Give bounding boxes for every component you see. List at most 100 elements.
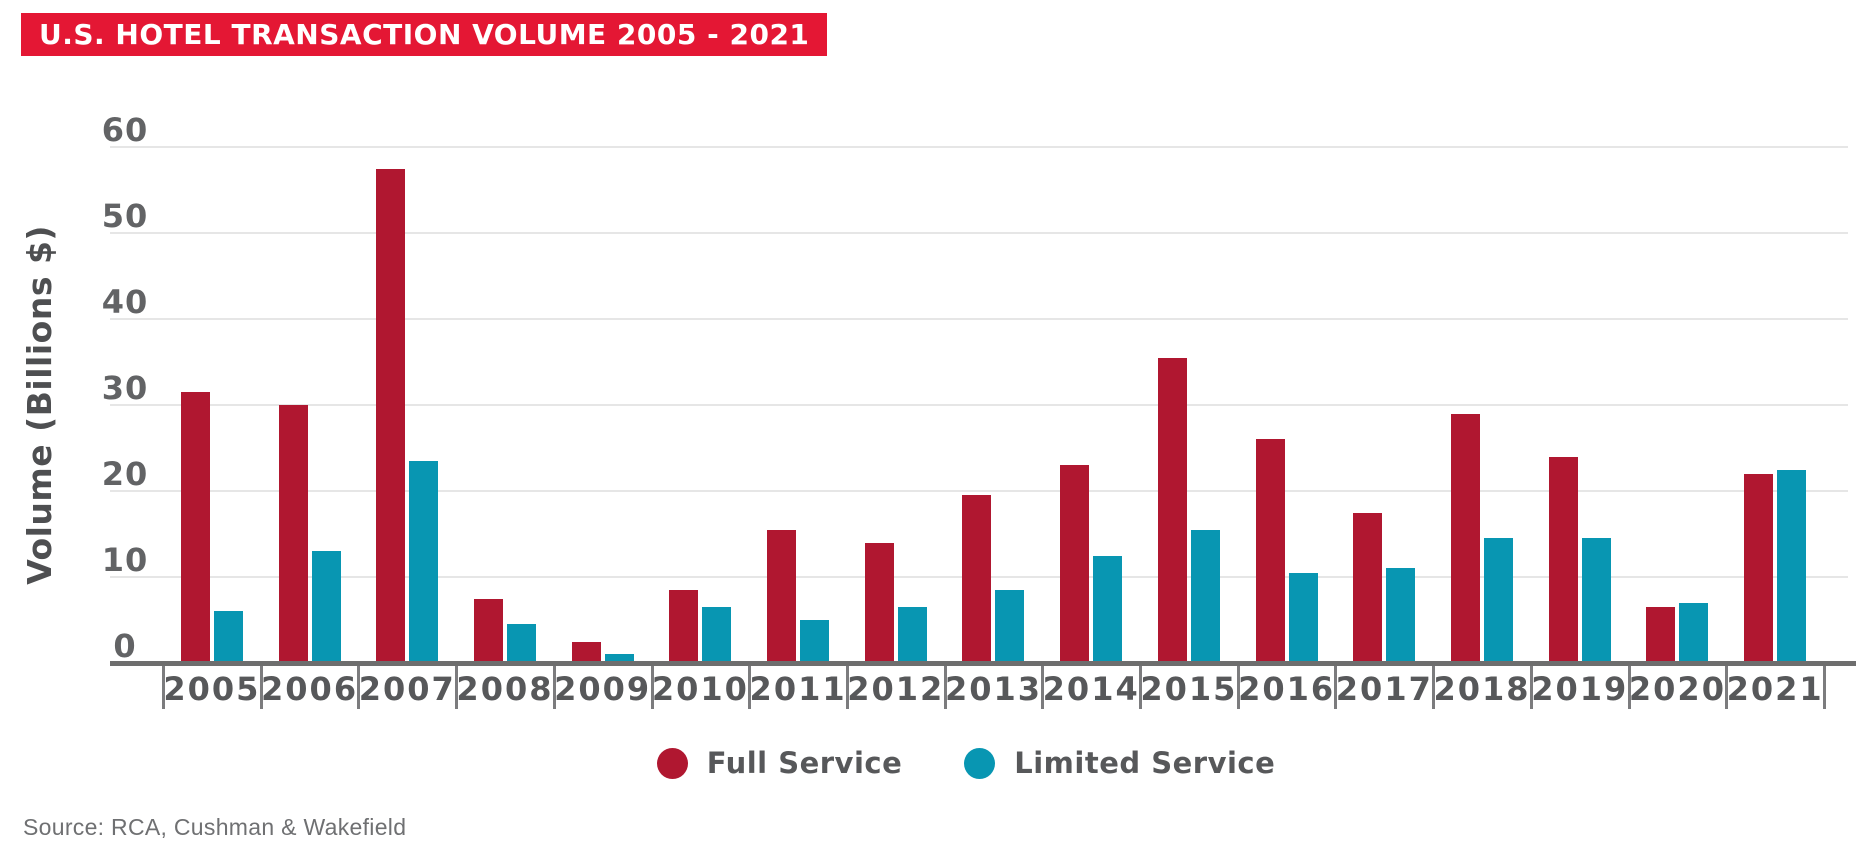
x-tick-label-2016: 2016 — [1238, 670, 1336, 708]
bar-full-service-2007 — [376, 168, 406, 663]
bar-group-2007 — [358, 147, 456, 663]
y-tick-label-30: 30 — [101, 369, 149, 407]
bar-group-2018 — [1433, 147, 1531, 663]
source-note: Source: RCA, Cushman & Wakefield — [23, 814, 407, 840]
y-tick-label-10: 10 — [101, 541, 149, 579]
y-tick-label-0: 0 — [113, 627, 137, 665]
legend: Full Service Limited Service — [0, 746, 1862, 780]
bar-group-2010 — [652, 147, 750, 663]
x-tick — [1627, 666, 1631, 709]
gridline-40 — [110, 318, 1848, 320]
x-tick — [1432, 666, 1436, 709]
bar-full-service-2019 — [1548, 456, 1578, 663]
legend-item-limited-service: Limited Service — [964, 746, 1275, 780]
bar-full-service-2020 — [1646, 607, 1676, 663]
x-tick-label-2014: 2014 — [1042, 670, 1140, 708]
bar-full-service-2009 — [571, 641, 601, 663]
bar-limited-service-2020 — [1679, 602, 1709, 663]
bar-group-2014 — [1042, 147, 1140, 663]
x-tick-label-2020: 2020 — [1628, 670, 1726, 708]
bar-group-2021 — [1726, 147, 1824, 663]
bar-limited-service-2011 — [800, 620, 830, 663]
bar-limited-service-2013 — [995, 589, 1025, 663]
bar-limited-service-2021 — [1777, 469, 1807, 663]
x-tick-label-2009: 2009 — [554, 670, 652, 708]
bar-full-service-2015 — [1157, 357, 1187, 663]
x-tick — [943, 666, 947, 709]
page-title: U.S. HOTEL TRANSACTION VOLUME 2005 - 202… — [39, 18, 810, 51]
x-tick — [162, 666, 165, 709]
bar-group-2020 — [1629, 147, 1727, 663]
bar-full-service-2016 — [1255, 439, 1285, 663]
bar-group-2006 — [261, 147, 359, 663]
bar-limited-service-2016 — [1288, 572, 1318, 663]
x-tick — [357, 666, 361, 709]
x-tick-label-2021: 2021 — [1726, 670, 1824, 708]
bar-full-service-2012 — [864, 542, 894, 663]
bar-limited-service-2017 — [1386, 568, 1416, 663]
gridline-20 — [110, 490, 1848, 492]
bar-group-2005 — [163, 147, 261, 663]
bar-full-service-2011 — [767, 529, 797, 663]
x-tick — [1725, 666, 1729, 709]
y-tick-label-60: 60 — [101, 111, 149, 149]
bar-full-service-2013 — [962, 495, 992, 663]
x-tick-label-2011: 2011 — [749, 670, 847, 708]
bar-group-2011 — [749, 147, 847, 663]
bar-full-service-2017 — [1353, 512, 1383, 663]
legend-label-limited-service: Limited Service — [1014, 746, 1276, 780]
x-tick — [845, 666, 849, 709]
bar-limited-service-2005 — [213, 611, 243, 663]
x-tick-label-2008: 2008 — [456, 670, 554, 708]
gridline-60 — [110, 146, 1848, 148]
legend-swatch-full-service — [656, 747, 688, 779]
bar-limited-service-2014 — [1093, 555, 1123, 663]
bar-group-2019 — [1531, 147, 1629, 663]
legend-label-full-service: Full Service — [706, 746, 903, 780]
x-tick — [455, 666, 459, 709]
bar-group-2008 — [456, 147, 554, 663]
x-tick — [1041, 666, 1045, 709]
gridline-50 — [110, 232, 1848, 234]
x-tick-label-2007: 2007 — [358, 670, 456, 708]
y-tick-label-50: 50 — [101, 197, 149, 235]
bar-limited-service-2006 — [311, 551, 341, 663]
bar-limited-service-2007 — [409, 460, 439, 663]
title-banner: U.S. HOTEL TRANSACTION VOLUME 2005 - 202… — [21, 13, 828, 56]
x-tick — [1334, 666, 1338, 709]
y-tick-labels: 0 10 20 30 40 50 60 — [60, 112, 190, 677]
y-axis-title-text: Volume (Billions $) — [19, 225, 59, 585]
legend-item-full-service: Full Service — [656, 746, 903, 780]
bar-full-service-2005 — [180, 392, 210, 663]
x-tick — [650, 666, 654, 709]
x-tick-label-2006: 2006 — [261, 670, 359, 708]
x-tick-label-2015: 2015 — [1140, 670, 1238, 708]
bar-limited-service-2019 — [1581, 538, 1611, 663]
x-tick-label-2010: 2010 — [651, 670, 749, 708]
x-tick — [1236, 666, 1240, 709]
bar-full-service-2014 — [1060, 465, 1090, 663]
x-tick — [1823, 666, 1826, 709]
bar-limited-service-2010 — [702, 607, 732, 663]
bar-full-service-2006 — [278, 405, 308, 663]
x-tick-label-2017: 2017 — [1335, 670, 1433, 708]
x-tick — [1139, 666, 1143, 709]
bar-limited-service-2008 — [506, 624, 536, 663]
x-tick — [552, 666, 556, 709]
bar-group-2013 — [945, 147, 1043, 663]
y-tick-label-20: 20 — [101, 455, 149, 493]
x-tick-label-2012: 2012 — [847, 670, 945, 708]
bar-limited-service-2009 — [604, 654, 634, 663]
gridline-30 — [110, 404, 1848, 406]
bar-full-service-2021 — [1744, 473, 1774, 663]
x-tick — [259, 666, 263, 709]
bar-limited-service-2015 — [1190, 529, 1220, 663]
bar-full-service-2010 — [669, 589, 699, 663]
plot-area — [163, 147, 1824, 663]
bar-group-2012 — [847, 147, 945, 663]
bar-full-service-2018 — [1451, 413, 1481, 663]
x-tick-label-2013: 2013 — [944, 670, 1043, 708]
bar-limited-service-2018 — [1484, 538, 1514, 663]
bar-limited-service-2012 — [897, 607, 927, 663]
y-tick-label-40: 40 — [101, 283, 149, 321]
